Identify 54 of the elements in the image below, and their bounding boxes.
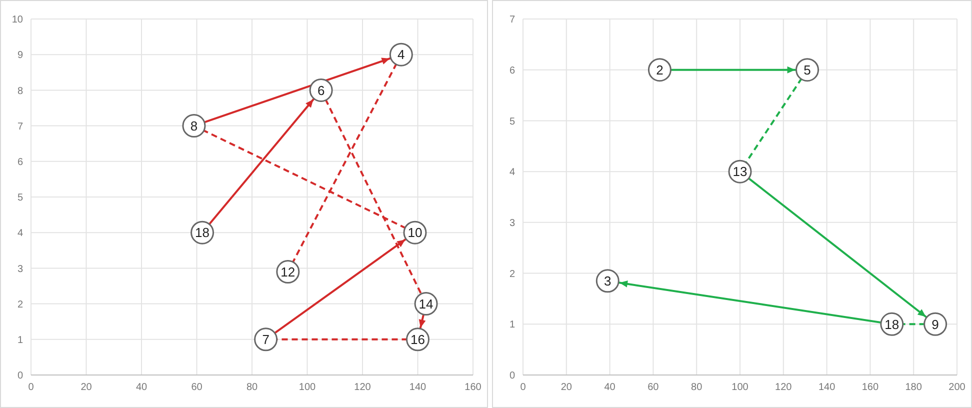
x-tick-label: 140 — [409, 382, 427, 394]
x-tick-label: 180 — [905, 382, 922, 394]
y-tick-label: 4 — [17, 228, 24, 240]
y-tick-label: 2 — [509, 268, 516, 280]
x-tick-label: 160 — [464, 382, 482, 394]
annotation: 10 — [408, 225, 422, 240]
y-tick-label: 6 — [17, 156, 24, 168]
y-tick-label: 4 — [509, 167, 516, 178]
annotation: 6 — [317, 82, 325, 98]
y-tick-label: 3 — [17, 264, 24, 275]
x-tick-label: 100 — [732, 382, 749, 394]
y-tick-label: 1 — [509, 320, 516, 331]
y-tick-label: 6 — [509, 65, 516, 76]
x-tick-label: 0 — [28, 382, 34, 394]
annotation: 7 — [262, 332, 270, 348]
annotation: 18 — [195, 225, 210, 240]
y-tick-label: 5 — [509, 116, 516, 128]
x-tick-label: 120 — [775, 382, 792, 394]
x-tick-label: 120 — [354, 382, 372, 394]
annotation: 3 — [604, 274, 612, 289]
x-tick-label: 200 — [948, 382, 966, 394]
annotation: 2 — [656, 62, 664, 78]
x-tick-label: 20 — [80, 382, 92, 394]
y-tick-label: 7 — [17, 121, 24, 132]
y-tick-label: 1 — [17, 334, 24, 346]
x-tick-label: 40 — [136, 382, 148, 394]
x-tick-label: 0 — [520, 382, 526, 394]
annotation: 9 — [932, 316, 939, 332]
y-tick-label: 10 — [12, 14, 24, 26]
y-tick-label: 8 — [17, 86, 24, 97]
x-tick-label: 160 — [862, 382, 879, 394]
annotation: 5 — [804, 62, 811, 78]
x-tick-label: 140 — [818, 382, 836, 394]
annotation: 16 — [410, 332, 425, 348]
annotation: 13 — [732, 164, 748, 180]
y-tick-label: 2 — [17, 299, 24, 310]
y-tick-label: 0 — [17, 370, 24, 382]
x-tick-label: 40 — [604, 382, 616, 394]
y-tick-label: 5 — [17, 192, 24, 204]
y-tick-label: 0 — [509, 370, 516, 382]
y-tick-label: 9 — [17, 50, 24, 62]
x-tick-label: 60 — [191, 382, 203, 394]
annotation: 14 — [418, 296, 434, 312]
x-tick-label: 80 — [691, 382, 703, 394]
x-tick-label: 20 — [560, 382, 572, 394]
annotation: 4 — [398, 47, 405, 62]
y-tick-label: 7 — [509, 14, 516, 26]
annotation: 18 — [884, 316, 900, 332]
annotation: 12 — [280, 264, 296, 280]
y-tick-label: 3 — [509, 218, 516, 229]
x-tick-label: 100 — [298, 382, 316, 394]
x-tick-label: 80 — [246, 382, 258, 394]
annotation: 8 — [190, 118, 198, 134]
x-tick-label: 60 — [648, 382, 660, 394]
